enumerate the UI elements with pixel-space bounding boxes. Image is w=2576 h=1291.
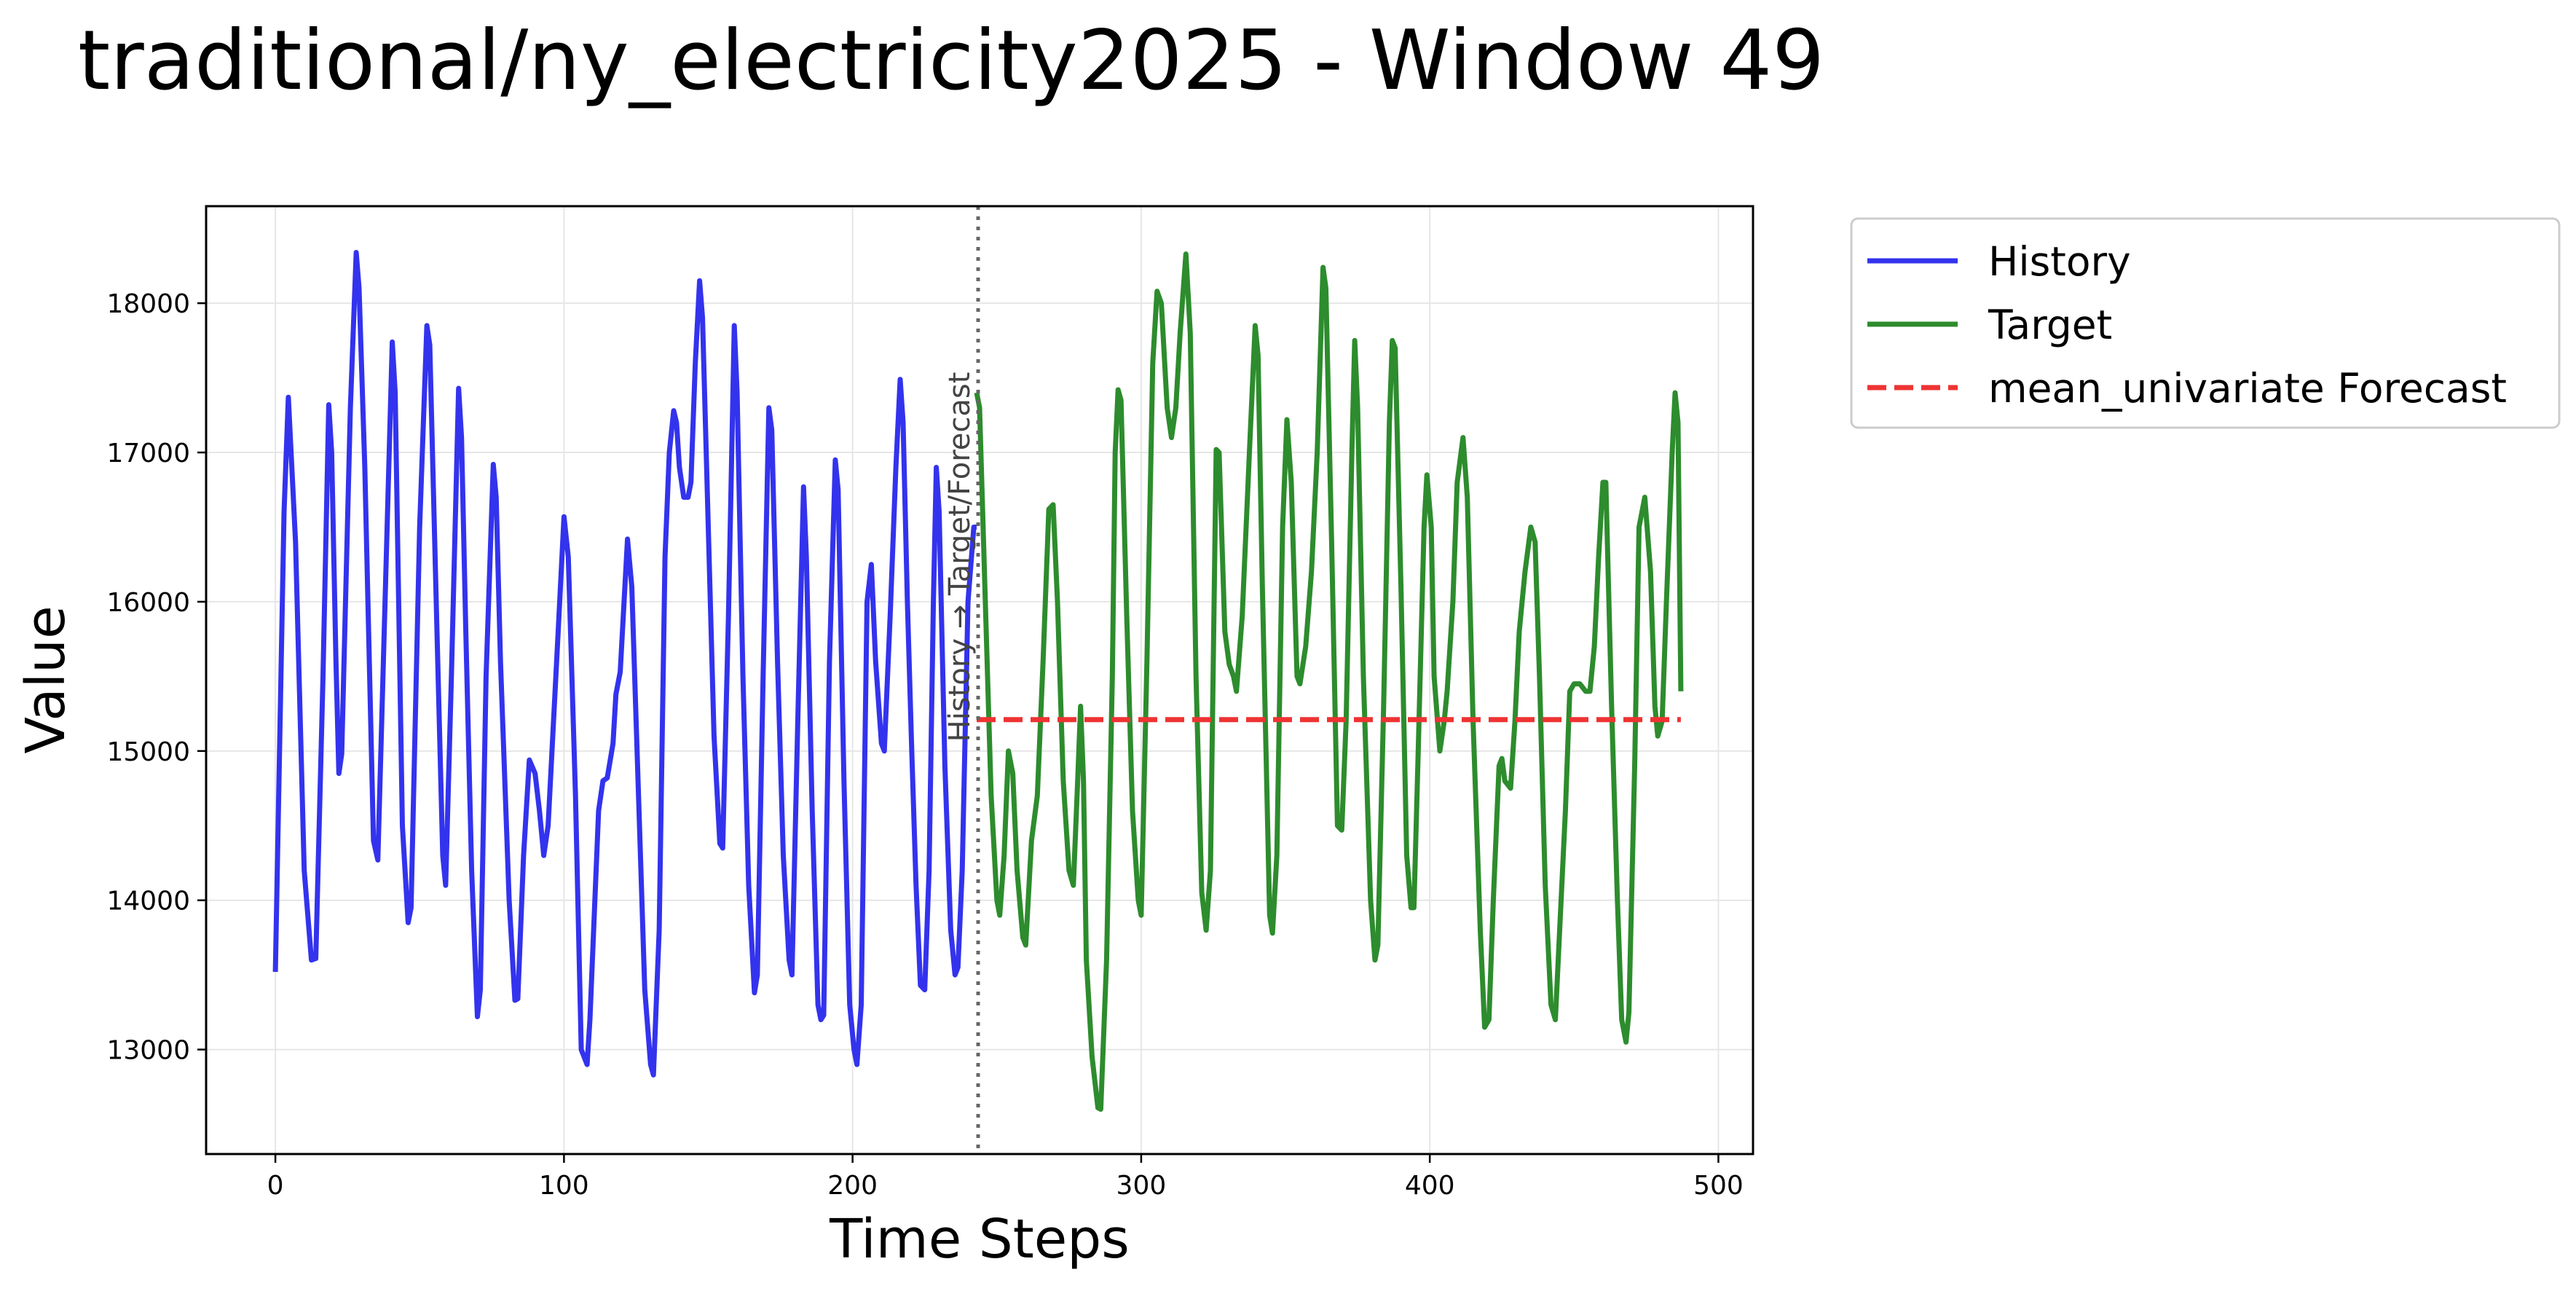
series-line-history	[272, 250, 977, 1078]
legend-label: mean_univariate Forecast	[1988, 365, 2507, 412]
plot-frame	[205, 205, 1754, 1155]
x-tick-label: 400	[1405, 1171, 1455, 1201]
y-tick-label: 14000	[106, 887, 190, 917]
x-tick-label: 500	[1693, 1171, 1744, 1201]
y-axis-label: Value	[15, 605, 77, 753]
legend-label: Target	[1988, 302, 2112, 348]
y-tick-label: 18000	[106, 289, 190, 319]
y-tick-label: 16000	[106, 588, 190, 618]
split-annotation: History → Target/Forecast	[943, 372, 977, 742]
legend-label: History	[1988, 238, 2131, 285]
plot-series	[272, 250, 1684, 1112]
x-tick-label: 300	[1116, 1171, 1167, 1201]
y-axis-ticks: 13000 14000 15000 16000 17000 18000	[106, 289, 206, 1066]
legend: History Target mean_univariate Forecast	[1850, 217, 2561, 429]
y-tick-label: 17000	[106, 439, 190, 468]
x-axis-label: Time Steps	[829, 1208, 1130, 1271]
legend-box	[1850, 217, 2561, 429]
y-tick-label: 13000	[106, 1036, 190, 1066]
x-tick-label: 100	[539, 1171, 589, 1201]
x-tick-label: 0	[267, 1171, 284, 1201]
y-tick-label: 15000	[106, 737, 190, 767]
x-axis-ticks: 0 100 200 300 400 500	[267, 1154, 1744, 1201]
series-line-target	[974, 251, 1684, 1112]
chart-title: traditional/ny_electricity2025 - Window …	[78, 12, 1824, 109]
x-tick-label: 200	[827, 1171, 878, 1201]
